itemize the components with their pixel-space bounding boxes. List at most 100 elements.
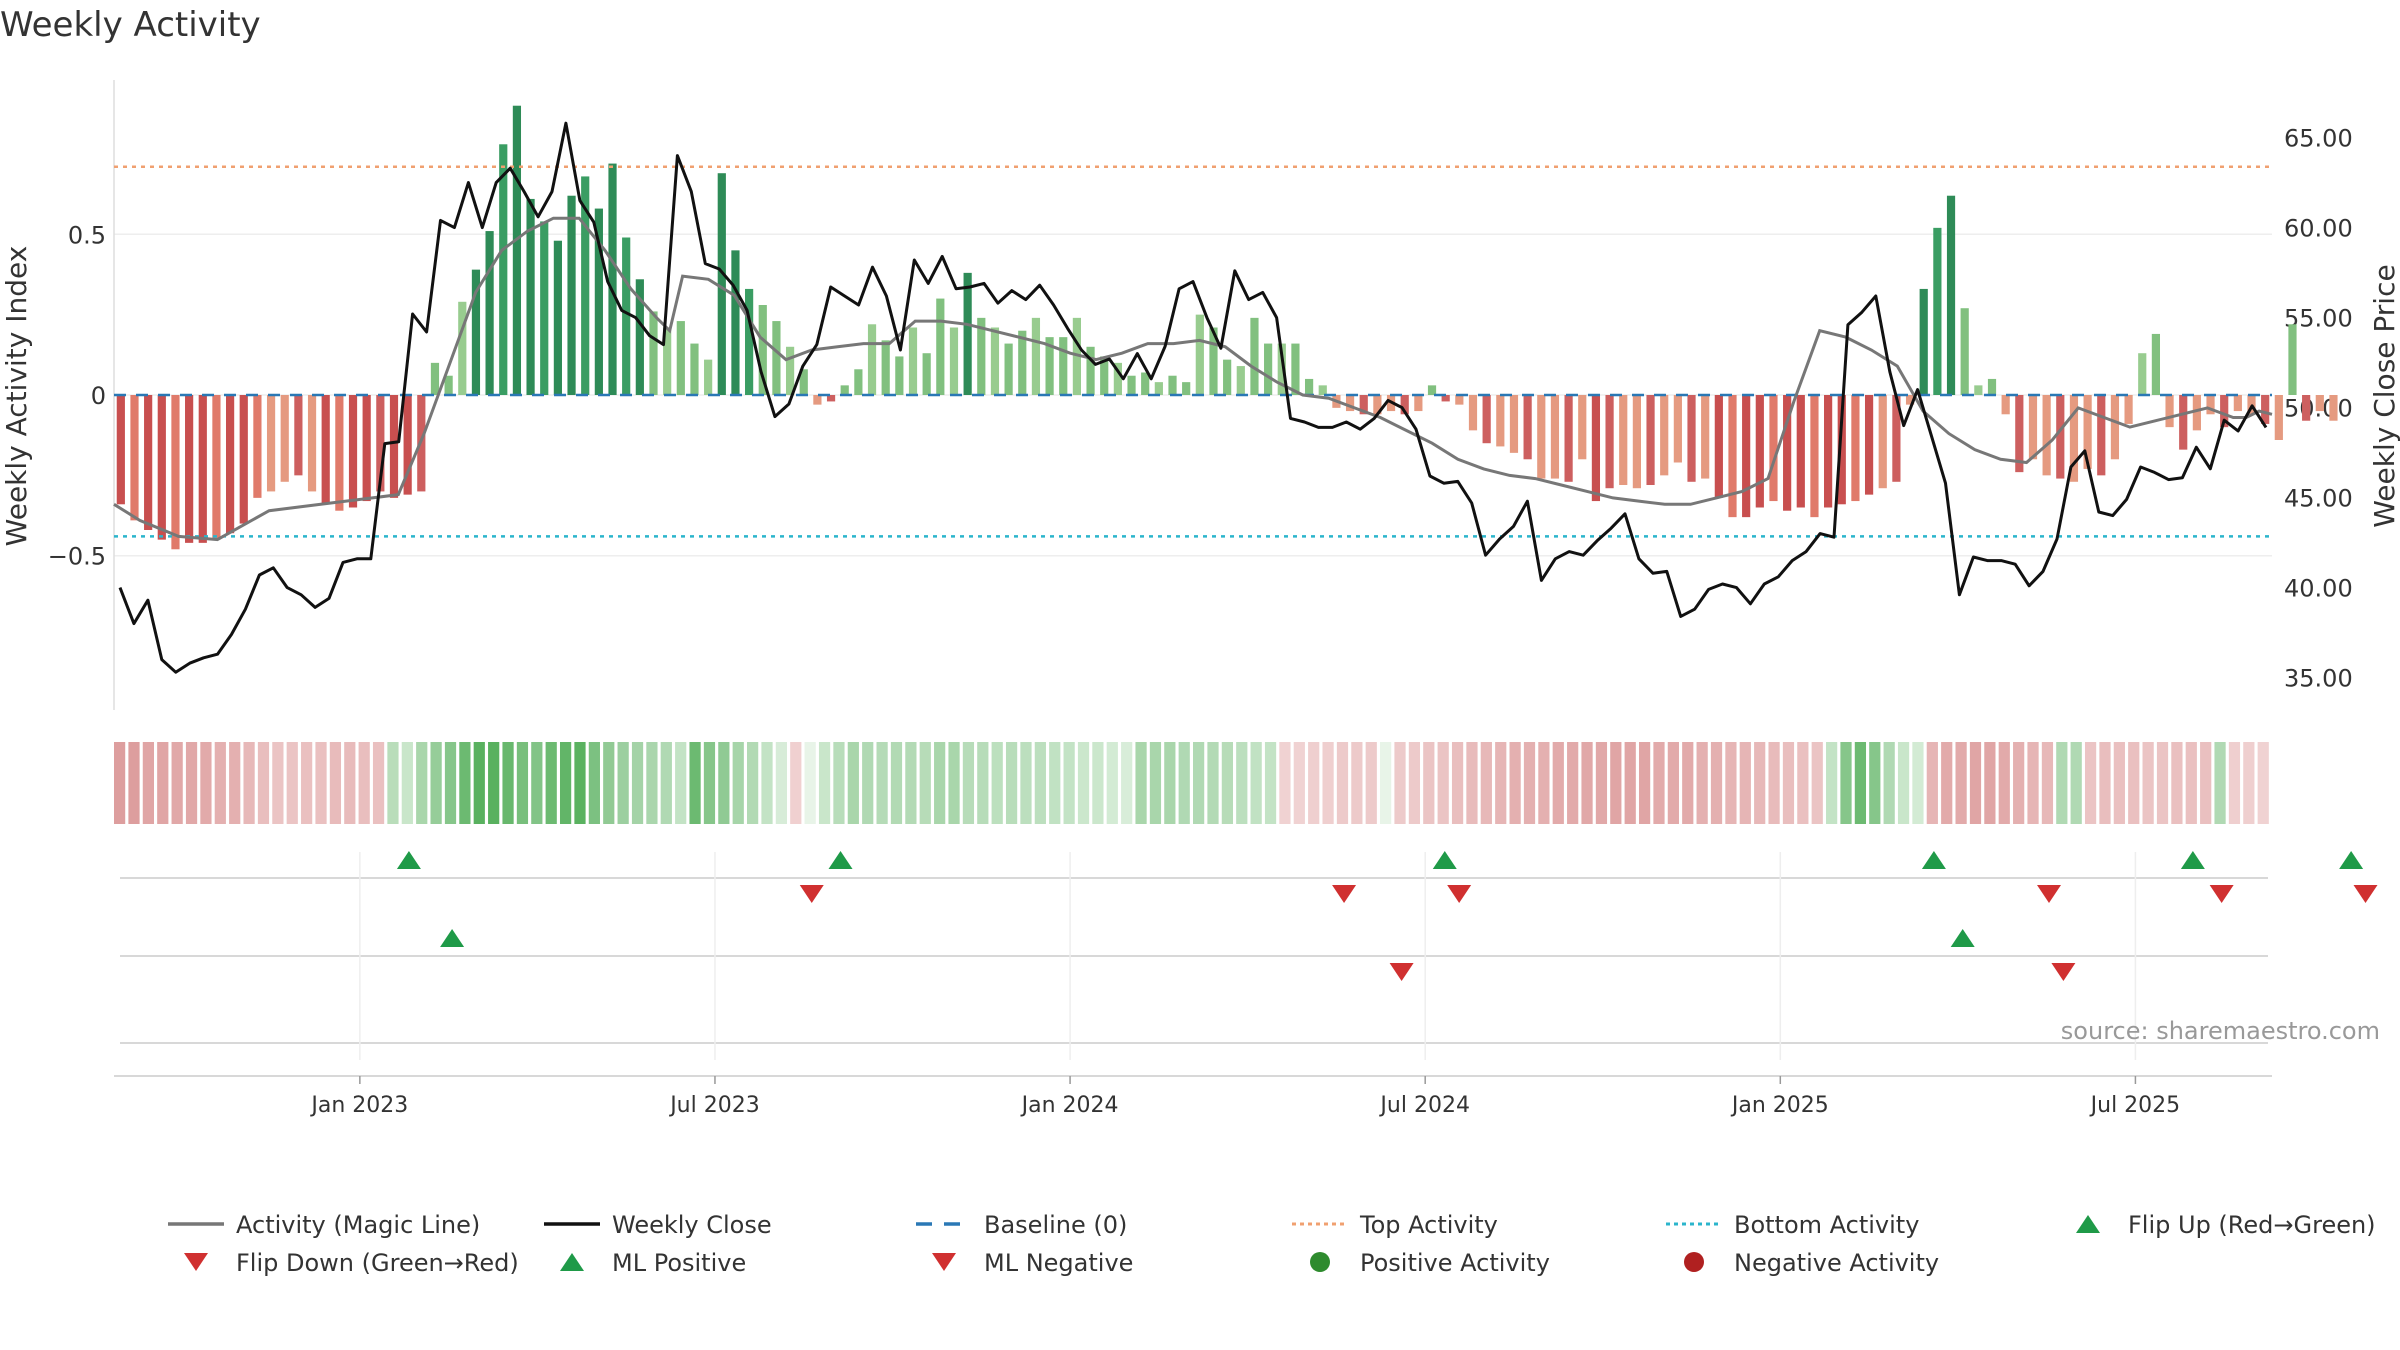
activity-bar <box>116 395 125 505</box>
activity-bar <box>1318 385 1327 395</box>
strip-cell <box>675 742 687 824</box>
strip-cell <box>1121 742 1133 824</box>
legend-label: Weekly Close <box>612 1211 772 1239</box>
legend-swatch <box>2076 1215 2100 1233</box>
strip-cell <box>2257 742 2269 824</box>
strip-cell <box>1063 742 1075 824</box>
strip-cell <box>775 742 788 824</box>
activity-bar <box>908 327 918 395</box>
activity-bar <box>1345 395 1355 412</box>
ml-positive-marker <box>1950 929 1975 947</box>
strip-cell <box>444 742 457 824</box>
activity-bar <box>567 195 576 395</box>
activity-bar <box>1646 395 1655 485</box>
activity-bar <box>1783 395 1792 511</box>
activity-bar <box>444 375 453 395</box>
activity-bar <box>1250 317 1259 395</box>
activity-bar <box>608 163 617 395</box>
activity-bar <box>280 395 289 482</box>
strip-cell <box>1754 742 1766 824</box>
activity-bar <box>622 237 631 395</box>
activity-bar <box>1701 395 1710 479</box>
x-tick-label: Jul 2023 <box>668 1093 760 1118</box>
activity-bar <box>1742 395 1751 518</box>
legend-item: Positive Activity <box>1310 1249 1550 1277</box>
activity-bar <box>2151 333 2161 395</box>
activity-bar <box>130 395 139 521</box>
strip-cell <box>1351 742 1363 824</box>
activity-bar <box>266 395 276 492</box>
strip-cell <box>329 742 342 824</box>
strip-cell <box>847 742 859 824</box>
activity-bar <box>1837 395 1846 505</box>
strip-cell <box>1365 742 1377 824</box>
activity-bar <box>376 395 385 492</box>
activity-bar <box>1482 395 1491 444</box>
strip-cell <box>790 742 802 824</box>
activity-bar <box>963 272 972 395</box>
strip-cell <box>1293 742 1305 824</box>
strip-cell <box>200 742 212 824</box>
activity-bar <box>1810 395 1819 518</box>
activity-bar <box>526 198 535 395</box>
activity-bar <box>1755 395 1764 508</box>
activity-bar <box>799 369 808 395</box>
strip-cell <box>2013 742 2025 824</box>
activity-bar <box>2165 395 2174 428</box>
activity-bar <box>2315 395 2324 412</box>
strip-cell <box>459 742 471 824</box>
flip-down-marker <box>1332 885 1357 903</box>
activity-bar <box>1045 337 1054 395</box>
strip-cell <box>1394 742 1406 824</box>
activity-bar <box>1373 395 1382 415</box>
legend-label: Activity (Magic Line) <box>236 1211 480 1239</box>
activity-bar <box>2261 395 2270 424</box>
activity-bar <box>2329 395 2338 421</box>
strip-cell <box>1106 742 1118 824</box>
strip-cell <box>2070 742 2082 824</box>
activity-bar <box>1004 343 1013 395</box>
strip-cell <box>114 742 126 824</box>
activity-bar <box>1673 395 1682 463</box>
strip-cell <box>1437 742 1449 824</box>
strip-cell <box>1164 742 1176 824</box>
activity-bar <box>2233 395 2242 412</box>
magic-line <box>113 216 2273 542</box>
activity-bar <box>1086 346 1095 395</box>
strip-cell <box>1509 742 1521 824</box>
activity-bar <box>1728 395 1737 518</box>
activity-bar <box>2138 353 2147 395</box>
strip-cell <box>1969 742 1982 824</box>
legend: Activity (Magic Line) Weekly Close Baselin… <box>168 1211 2376 1277</box>
activity-bar <box>212 395 221 540</box>
activity-bar <box>1304 378 1314 395</box>
y-left-tick-label: 0.5 <box>68 221 106 249</box>
activity-bar <box>348 395 358 508</box>
strip-cell <box>747 742 759 824</box>
activity-bar <box>2015 395 2024 473</box>
y-right-tick-label: 45.00 <box>2284 485 2353 513</box>
activity-bar <box>1496 395 1505 447</box>
strip-cell <box>1826 742 1838 824</box>
activity-bar <box>1223 359 1232 395</box>
activity-bar <box>1427 385 1437 395</box>
activity-bar <box>1864 395 1874 495</box>
strip-cell <box>905 742 917 824</box>
activity-bar <box>2192 395 2201 431</box>
y-right-tick-label: 40.00 <box>2284 575 2353 603</box>
activity-bar <box>1018 330 1027 395</box>
activity-bar <box>1031 317 1041 395</box>
strip-cell <box>1941 742 1953 824</box>
strip-cell <box>977 742 989 824</box>
plot-area: 0.50−0.535.0040.0045.0050.0055.0060.0065… <box>48 80 2353 710</box>
strip-cell <box>1149 742 1162 824</box>
strip-cell <box>1193 742 1205 824</box>
activity-bar <box>225 395 235 534</box>
chart-title: Weekly Activity <box>0 5 261 45</box>
activity-bar <box>1277 343 1286 395</box>
activity-bar <box>2302 395 2311 421</box>
activity-bar <box>785 346 795 395</box>
strip-cell <box>1221 742 1233 824</box>
flip-up-marker <box>2180 851 2205 869</box>
